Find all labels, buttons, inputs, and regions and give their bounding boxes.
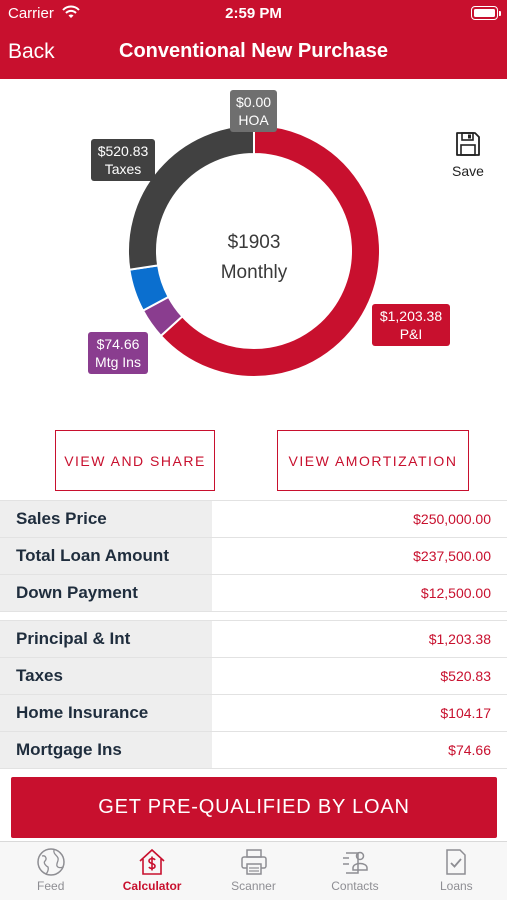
row-value: $1,203.38 — [428, 631, 491, 647]
tab-contacts[interactable]: Contacts — [304, 842, 405, 900]
save-label: Save — [452, 163, 484, 179]
tab-loans[interactable]: Loans — [406, 842, 507, 900]
callout-hoa-name: HOA — [238, 112, 269, 128]
floppy-disk-icon — [456, 132, 480, 156]
contacts-icon — [342, 851, 368, 874]
tab-feed-label: Feed — [37, 879, 65, 893]
header-bar: Carrier 2:59 PM Back Conventional New Pu… — [0, 0, 507, 79]
tab-feed[interactable]: Feed — [0, 842, 101, 900]
table-row: Taxes $520.83 — [0, 658, 507, 695]
tab-calculator[interactable]: Calculator — [101, 842, 202, 900]
donut-slice-p-i — [159, 123, 381, 378]
row-label: Mortgage Ins — [0, 732, 212, 768]
tab-contacts-label: Contacts — [331, 879, 379, 893]
row-label: Total Loan Amount — [0, 538, 212, 574]
row-value: $250,000.00 — [413, 511, 491, 527]
chart-center-amount: $1903 — [227, 232, 281, 253]
battery-icon — [471, 6, 501, 20]
globe-icon — [36, 848, 65, 876]
row-label: Principal & Int — [0, 621, 212, 657]
row-label: Sales Price — [0, 501, 212, 537]
table-row: Sales Price $250,000.00 — [0, 501, 507, 538]
page-title: Conventional New Purchase — [119, 40, 388, 62]
tab-loans-label: Loans — [439, 879, 473, 893]
payment-breakdown-table: Principal & Int $1,203.38 Taxes $520.83 … — [0, 620, 507, 769]
callout-mtg-ins-name: Mtg Ins — [95, 354, 141, 370]
row-value: $520.83 — [440, 668, 491, 684]
row-value: $237,500.00 — [413, 548, 491, 564]
tab-scanner-label: Scanner — [231, 879, 276, 893]
row-label: Down Payment — [0, 575, 212, 611]
row-label: Home Insurance — [0, 695, 212, 731]
callout-pi-amount: $1,203.38 — [379, 308, 443, 324]
table-row: Principal & Int $1,203.38 — [0, 621, 507, 658]
printer-icon — [240, 849, 267, 875]
callout-mtg-ins: $74.66 Mtg Ins — [88, 332, 148, 374]
status-time: 2:59 PM — [225, 5, 282, 22]
callout-pi-name: P&I — [399, 326, 423, 342]
callout-taxes: $520.83 Taxes — [91, 139, 155, 181]
table-row: Total Loan Amount $237,500.00 — [0, 538, 507, 575]
table-row: Down Payment $12,500.00 — [0, 575, 507, 612]
status-bar: Carrier 2:59 PM — [0, 0, 507, 30]
callout-taxes-amount: $520.83 — [97, 143, 149, 159]
carrier-label: Carrier — [8, 5, 54, 22]
tab-calculator-label: Calculator — [122, 879, 182, 893]
get-pre-qualified-button[interactable]: GET PRE-QUALIFIED BY LOAN — [11, 777, 497, 838]
row-label: Taxes — [0, 658, 212, 694]
calculator-dollar-icon — [139, 848, 165, 875]
document-check-icon — [446, 849, 467, 875]
callout-hoa: $0.00 HOA — [230, 90, 277, 132]
row-value: $74.66 — [448, 742, 491, 758]
table-row: Mortgage Ins $74.66 — [0, 732, 507, 769]
view-and-share-button[interactable]: VIEW AND SHARE — [55, 430, 215, 491]
view-amortization-button[interactable]: VIEW AMORTIZATION — [277, 430, 469, 491]
callout-mtg-ins-amount: $74.66 — [96, 336, 140, 352]
tab-bar: Feed Calculator Scanner Contacts — [0, 841, 507, 900]
callout-pi: $1,203.38 P&I — [372, 304, 450, 346]
table-row: Home Insurance $104.17 — [0, 695, 507, 732]
loan-summary-table: Sales Price $250,000.00 Total Loan Amoun… — [0, 500, 507, 612]
payment-chart: $1903 Monthly $0.00 HOA $520.83 Taxes $7… — [0, 79, 507, 414]
callout-hoa-amount: $0.00 — [236, 94, 272, 110]
row-value: $104.17 — [440, 705, 491, 721]
tab-scanner[interactable]: Scanner — [203, 842, 304, 900]
row-value: $12,500.00 — [420, 585, 491, 601]
save-button[interactable]: Save — [449, 131, 487, 179]
callout-taxes-name: Taxes — [104, 161, 142, 177]
wifi-icon — [62, 5, 80, 18]
back-button[interactable]: Back — [8, 40, 55, 63]
chart-center-label: Monthly — [220, 262, 288, 283]
